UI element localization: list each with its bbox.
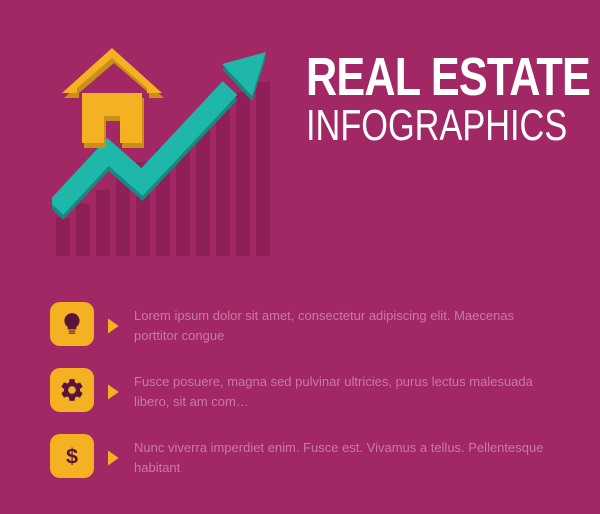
bullet-item: ▶Lorem ipsum dolor sit amet, consectetur… bbox=[50, 302, 550, 350]
title-block: REAL ESTATE INFOGRAPHICS bbox=[306, 50, 600, 148]
bullet-icon-box bbox=[50, 368, 94, 412]
title-line-2: INFOGRAPHICS bbox=[306, 104, 583, 148]
bullet-text: Lorem ipsum dolor sit amet, consectetur … bbox=[134, 302, 550, 346]
bullet-icon-box bbox=[50, 302, 94, 346]
bullet-item: $▶Nunc viverra imperdiet enim. Fusce est… bbox=[50, 434, 550, 482]
bullet-item: ▶Fusce posuere, magna sed pulvinar ultri… bbox=[50, 368, 550, 416]
house-icon bbox=[62, 48, 164, 148]
bullet-text: Nunc viverra imperdiet enim. Fusce est. … bbox=[134, 434, 550, 478]
chevron-right-icon: ▶ bbox=[108, 359, 120, 421]
bullet-icon-box: $ bbox=[50, 434, 94, 478]
svg-text:$: $ bbox=[66, 444, 78, 469]
title-line-1: REAL ESTATE bbox=[306, 50, 590, 104]
real-estate-chart bbox=[52, 48, 282, 258]
chevron-right-icon: ▶ bbox=[108, 293, 120, 355]
lightbulb-icon bbox=[59, 311, 85, 337]
bullet-text: Fusce posuere, magna sed pulvinar ultric… bbox=[134, 368, 550, 412]
hero-graphic bbox=[52, 48, 282, 258]
bullet-list: ▶ Lorem ipsum dolor sit amet, consectetur… bbox=[50, 302, 550, 500]
dollar-icon: $ bbox=[59, 443, 85, 469]
chevron-right-icon: ▶ bbox=[108, 425, 120, 487]
gear-icon bbox=[59, 377, 85, 403]
